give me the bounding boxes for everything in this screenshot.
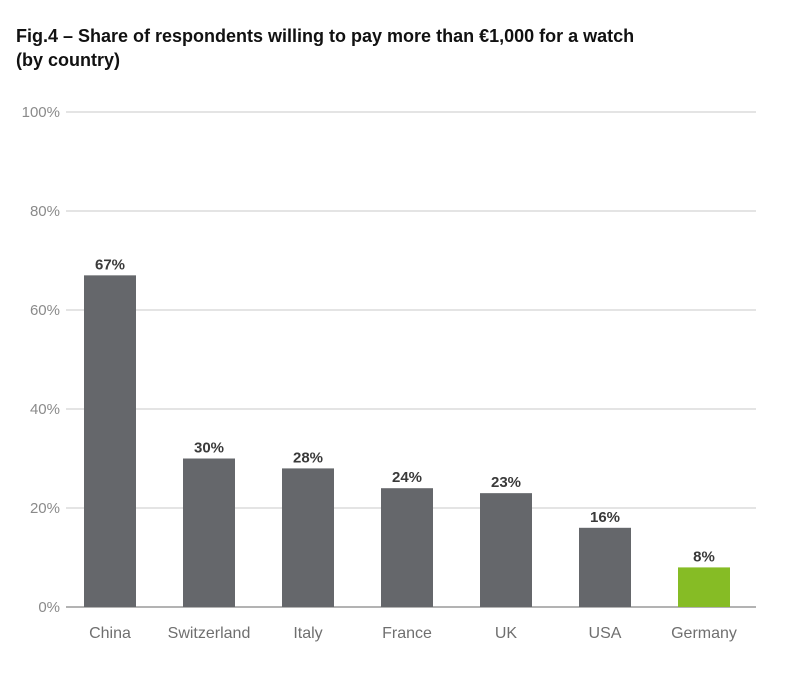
chart-title-line-1: Fig.4 – Share of respondents willing to … [16,26,635,46]
chart-title-line-2: (by country) [16,50,121,70]
data-label-uk: 23% [491,474,521,491]
bar-china [84,275,136,607]
y-tick-label: 40% [30,401,60,418]
data-label-germany: 8% [693,548,715,565]
category-label-uk: UK [495,625,518,642]
bar-italy [282,468,334,607]
y-tick-label: 100% [22,104,60,121]
y-tick-label: 20% [30,500,60,517]
x-axis-categories: China Switzerland Italy France UK USA Germany [89,625,737,642]
bar-usa [579,527,631,607]
category-label-usa: USA [589,625,622,642]
data-label-usa: 16% [590,509,620,526]
category-label-switzerland: Switzerland [168,625,251,642]
data-labels: 67% 30% 28% 24% 23% 16% 8% [95,256,715,565]
category-label-italy: Italy [293,625,322,642]
chart-title: Fig.4 – Share of respondents willing to … [16,24,776,72]
bar-uk [480,493,532,607]
y-axis-ticks: 0% 20% 40% 60% 80% 100% [22,104,60,616]
category-label-france: France [382,625,432,642]
data-label-china: 67% [95,256,125,273]
data-label-italy: 28% [293,449,323,466]
y-tick-label: 80% [30,203,60,220]
category-label-china: China [89,625,131,642]
y-tick-label: 60% [30,302,60,319]
category-label-germany: Germany [671,625,737,642]
data-label-switzerland: 30% [194,440,224,457]
bar-switzerland [183,458,235,607]
bar-france [381,488,433,607]
bar-germany [678,567,730,607]
bars [84,275,730,607]
y-tick-label: 0% [38,599,60,616]
data-label-france: 24% [392,469,422,486]
